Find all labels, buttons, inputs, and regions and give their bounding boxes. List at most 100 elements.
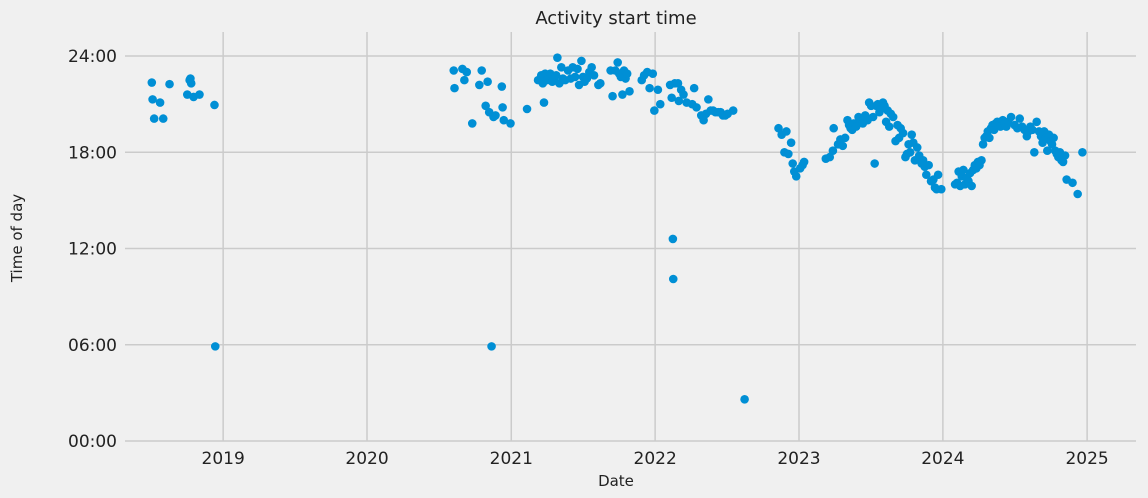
data-point: [692, 103, 701, 112]
gridlines: [125, 32, 1136, 442]
x-tick-label: 2020: [345, 449, 388, 469]
data-point: [674, 96, 684, 106]
data-point: [782, 127, 791, 136]
data-point: [557, 62, 566, 72]
data-point: [985, 133, 994, 143]
data-point: [467, 119, 477, 128]
data-point: [596, 79, 605, 88]
data-point: [655, 99, 665, 109]
y-tick-label: 18:00: [68, 143, 117, 163]
data-point: [499, 115, 509, 125]
data-point: [551, 71, 561, 80]
x-tick-label: 2021: [490, 449, 533, 469]
data-point: [522, 104, 532, 114]
data-point: [967, 181, 976, 191]
data-point: [477, 66, 487, 75]
y-axis-ticks: 00:00 06:00 12:00 18:00 24:00: [68, 47, 117, 452]
data-point: [589, 71, 599, 80]
data-point: [506, 119, 515, 128]
data-point: [936, 184, 946, 194]
data-point: [149, 114, 159, 123]
data-point: [977, 156, 986, 165]
x-tick-label: 2024: [921, 449, 964, 469]
x-tick-label: 2022: [634, 449, 677, 469]
data-point: [155, 98, 165, 107]
data-point: [907, 130, 917, 139]
data-point: [1032, 117, 1041, 127]
data-point: [978, 139, 988, 149]
data-point: [704, 95, 713, 104]
data-point: [870, 159, 879, 168]
data-point: [1030, 147, 1039, 157]
data-point: [613, 58, 622, 67]
data-point: [868, 112, 878, 122]
y-tick-label: 06:00: [68, 336, 117, 356]
data-point: [667, 93, 676, 103]
data-point: [1015, 114, 1025, 123]
data-point: [840, 133, 850, 143]
data-point: [195, 90, 204, 99]
x-tick-label: 2023: [777, 449, 820, 469]
chart-title: Activity start time: [535, 8, 696, 29]
data-point: [888, 112, 898, 122]
data-point: [460, 75, 469, 85]
data-point: [570, 72, 580, 82]
data-point: [210, 100, 219, 110]
data-point: [1060, 151, 1070, 160]
data-point: [784, 149, 793, 159]
data-point: [774, 123, 783, 133]
data-point: [625, 87, 634, 96]
data-point: [650, 106, 659, 115]
data-point: [622, 69, 632, 79]
data-point: [884, 122, 894, 131]
data-point: [1049, 133, 1058, 143]
data-point: [838, 141, 848, 151]
data-point: [1068, 178, 1077, 188]
x-axis-label: Date: [598, 472, 634, 490]
data-point: [186, 79, 196, 88]
data-point: [648, 69, 658, 79]
data-point: [673, 79, 683, 88]
data-point: [573, 64, 582, 74]
data-point: [449, 66, 459, 75]
data-point: [912, 143, 922, 152]
y-axis-label: Time of day: [8, 194, 26, 283]
data-point: [148, 95, 157, 104]
data-point: [933, 170, 943, 180]
data-point: [668, 274, 678, 284]
data-point: [450, 83, 459, 93]
data-point: [645, 83, 654, 93]
data-point: [158, 114, 168, 123]
data-point: [668, 234, 678, 244]
data-point: [1073, 189, 1082, 199]
data-point: [924, 160, 933, 170]
x-axis-ticks: 2019 2020 2021 2022 2023 2024 2025: [202, 449, 1109, 469]
data-point: [959, 165, 968, 175]
data-point: [497, 82, 507, 91]
data-point: [689, 83, 699, 93]
data-point: [1047, 139, 1057, 149]
data-point: [653, 85, 663, 95]
data-point: [475, 80, 484, 90]
data-point: [828, 146, 838, 155]
y-tick-label: 00:00: [68, 432, 117, 452]
data-point: [577, 56, 586, 66]
data-point: [487, 342, 496, 351]
data-point: [462, 67, 472, 77]
data-point: [1006, 112, 1016, 122]
data-point: [922, 170, 931, 180]
y-tick-label: 24:00: [68, 47, 117, 67]
data-point: [491, 111, 500, 120]
x-tick-label: 2019: [202, 449, 245, 469]
data-point: [498, 103, 507, 112]
data-point: [905, 147, 915, 157]
data-point: [799, 157, 809, 167]
data-point: [788, 159, 797, 168]
data-point: [791, 172, 801, 181]
data-point: [210, 342, 220, 351]
data-point: [539, 98, 549, 107]
data-point: [740, 394, 749, 404]
x-tick-label: 2025: [1065, 449, 1108, 469]
data-point: [165, 79, 174, 89]
